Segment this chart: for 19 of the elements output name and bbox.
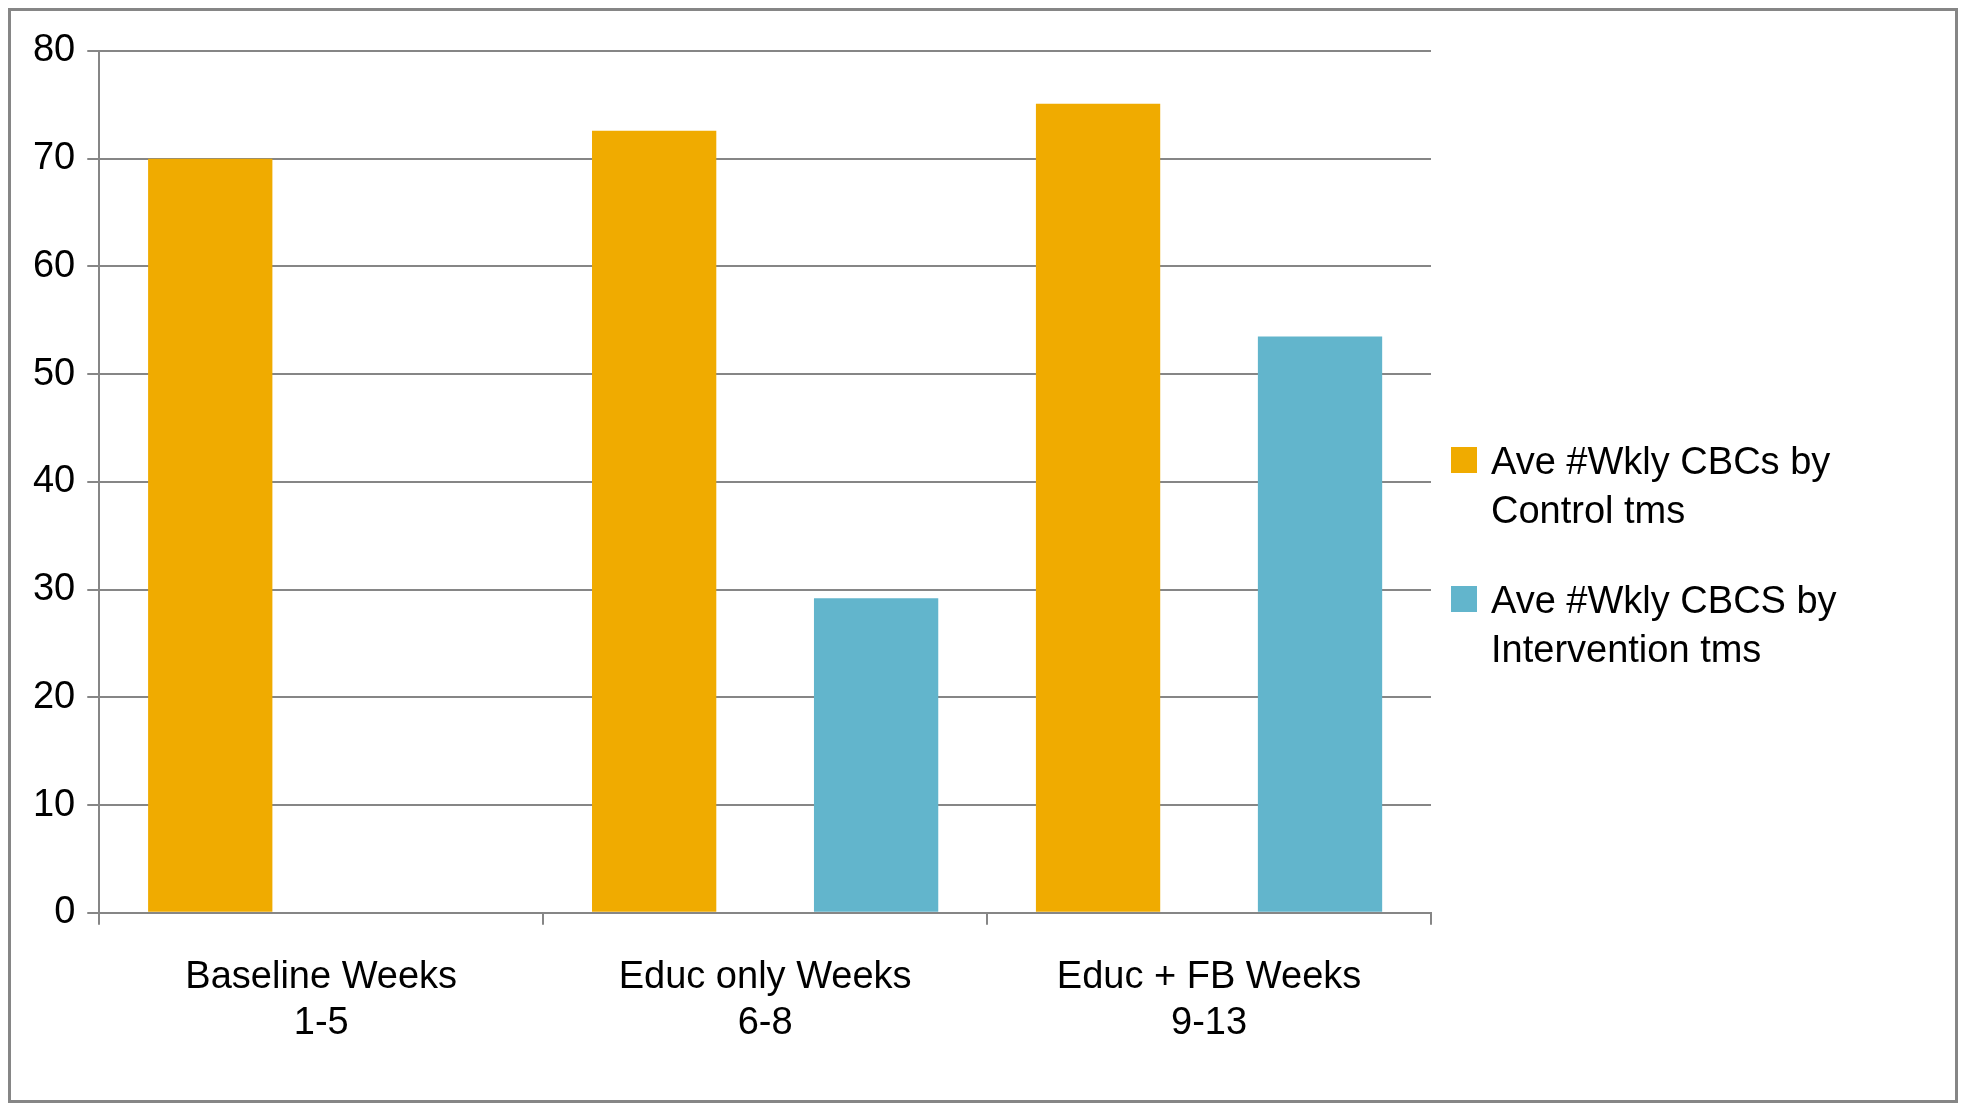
legend-label: Ave #Wkly CBCs by Control tms bbox=[1491, 438, 1832, 534]
y-tick-label: 40 bbox=[32, 458, 76, 501]
y-tick-label: 30 bbox=[32, 566, 76, 609]
x-tick-label: Baseline Weeks 1-5 bbox=[185, 954, 458, 1042]
y-tick-label: 10 bbox=[32, 781, 76, 824]
y-tick-label: 60 bbox=[32, 242, 76, 285]
y-tick-label: 20 bbox=[32, 673, 76, 716]
y-tick-label: 80 bbox=[32, 27, 76, 70]
bar bbox=[1035, 103, 1161, 912]
bar bbox=[1257, 336, 1383, 912]
x-tick-label: Educ + FB Weeks 9-13 bbox=[1056, 954, 1362, 1042]
y-tick-label: 70 bbox=[32, 135, 76, 178]
bar bbox=[148, 158, 273, 912]
bar bbox=[592, 130, 717, 912]
x-tick-label: Educ only Weeks 6-8 bbox=[618, 954, 912, 1042]
bar bbox=[813, 598, 939, 912]
y-tick-label: 50 bbox=[32, 350, 76, 393]
legend-label: Ave #Wkly CBCS by Intervention tms bbox=[1491, 577, 1838, 672]
y-tick-label: 0 bbox=[54, 889, 76, 932]
